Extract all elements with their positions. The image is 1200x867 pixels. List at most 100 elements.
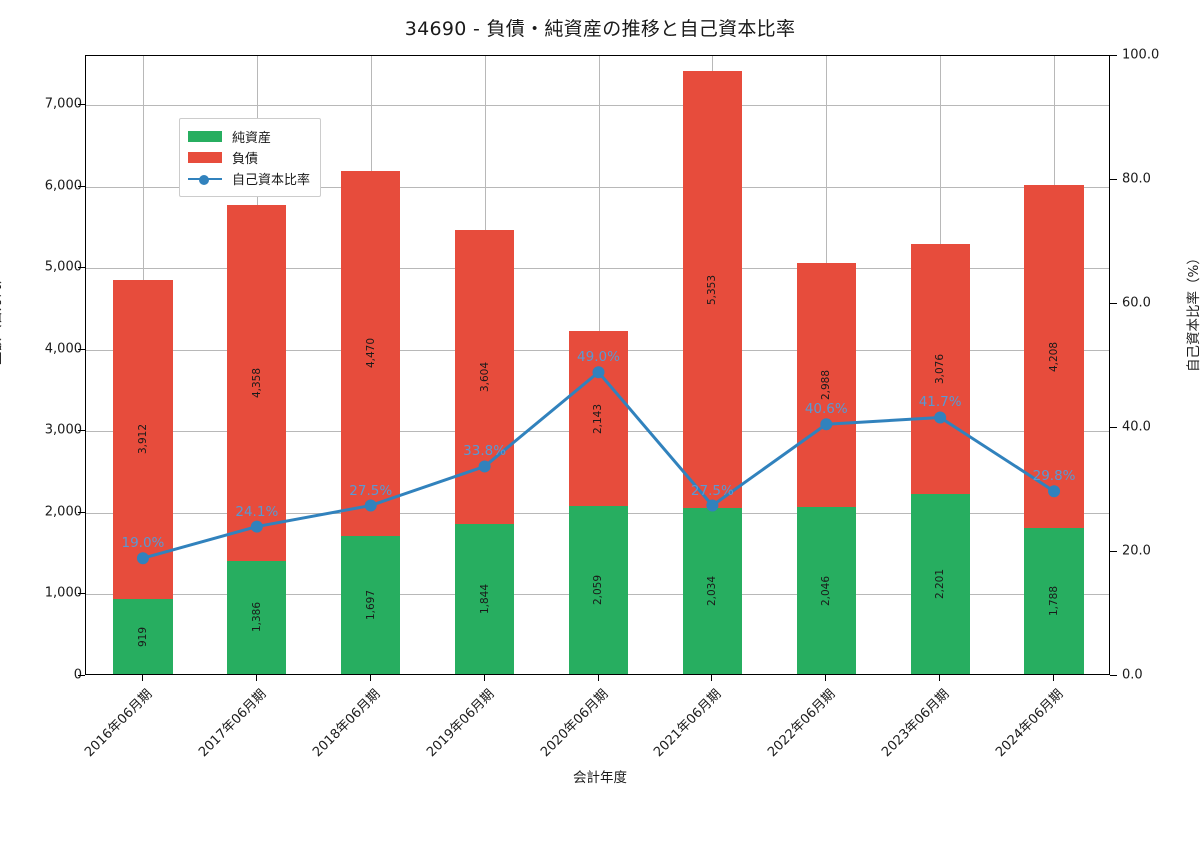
y-axis-label-left: 金額（百万円） <box>0 270 4 366</box>
bar-segment-liabilities[interactable]: 4,358 <box>227 205 287 561</box>
bar-segment-liabilities[interactable]: 2,988 <box>796 263 856 508</box>
equity-ratio-marker[interactable] <box>934 411 947 424</box>
bar-segment-equity[interactable]: 2,034 <box>682 508 742 674</box>
equity-ratio-value-label: 40.6% <box>804 401 848 418</box>
x-axis-tick-mark <box>141 675 143 681</box>
x-axis-tick-mark <box>597 675 599 681</box>
plot-area: 3,912 919 4,358 1,386 4,470 1,697 3,604 1,844 2,… <box>85 55 1110 675</box>
equity-ratio-marker[interactable] <box>706 499 719 512</box>
bar-stack[interactable]: 4,358 1,386 <box>227 205 287 674</box>
bar-segment-liabilities[interactable]: 2,143 <box>568 331 629 507</box>
bar-stack[interactable]: 4,208 1,788 <box>1024 184 1084 674</box>
equity-ratio-marker[interactable] <box>478 460 491 473</box>
y-axis-tick-mark-left <box>78 103 85 105</box>
y-axis-tick-mark-left <box>78 430 85 432</box>
bar-segment-equity[interactable]: 2,201 <box>910 494 970 674</box>
y-axis-tick-mark-right <box>1110 675 1117 676</box>
x-axis-label: 会計年度 <box>573 770 627 786</box>
bar-segment-liabilities[interactable]: 4,470 <box>341 170 401 536</box>
bar-stack[interactable]: 2,988 2,046 <box>796 263 856 674</box>
equity-ratio-marker[interactable] <box>820 418 833 431</box>
y-axis-tick-mark-right <box>1110 179 1117 180</box>
y-axis-tick-left: 4,000 <box>44 341 82 357</box>
y-axis-tick-mark-left <box>78 675 85 676</box>
legend-item-equity-ratio: 自己資本比率 <box>188 168 310 189</box>
bar-segment-liabilities[interactable]: 3,912 <box>113 279 173 600</box>
y-axis-tick-mark-left <box>78 593 85 595</box>
equity-ratio-marker[interactable] <box>1048 485 1061 498</box>
bar-stack[interactable]: 3,912 919 <box>113 279 173 674</box>
y-axis-label-right: 自己資本比率（%） <box>1186 251 1200 372</box>
y-axis-tick-right: 100.0 <box>1122 47 1160 63</box>
equity-ratio-value-label: 27.5% <box>349 482 393 499</box>
equity-ratio-marker[interactable] <box>592 366 605 379</box>
y-axis-tick-mark-right <box>1110 427 1117 428</box>
y-axis-tick-right: 60.0 <box>1122 295 1151 311</box>
legend-marker-equity-ratio <box>188 173 222 185</box>
equity-ratio-line <box>136 366 1061 565</box>
y-axis-tick-left: 2,000 <box>44 504 82 520</box>
y-axis-tick-mark-left <box>78 511 85 513</box>
y-axis-tick-left: 0 <box>73 667 82 683</box>
y-axis-tick-left: 7,000 <box>44 96 82 112</box>
y-axis-tick-mark-left <box>78 348 85 350</box>
bar-segment-liabilities[interactable]: 3,076 <box>910 243 970 495</box>
y-axis-tick-right: 0.0 <box>1122 667 1143 683</box>
legend-item-equity: 純資産 <box>188 126 310 147</box>
x-axis-tick-mark <box>711 675 713 681</box>
y-axis-tick-mark-right <box>1110 551 1117 552</box>
equity-ratio-marker[interactable] <box>136 552 149 565</box>
gridline-horizontal <box>86 186 1109 188</box>
equity-ratio-polyline <box>141 370 1056 560</box>
bar-stack[interactable]: 2,143 2,059 <box>568 331 629 674</box>
y-axis-tick-mark-right <box>1110 55 1117 56</box>
x-axis-tick-mark <box>255 675 257 681</box>
bar-stack[interactable]: 5,353 2,034 <box>682 71 742 674</box>
equity-ratio-value-label: 33.8% <box>463 443 507 460</box>
y-axis-tick-mark-right <box>1110 303 1117 304</box>
equity-ratio-value-label: 27.5% <box>690 482 734 499</box>
legend-swatch-equity <box>188 131 222 142</box>
legend-item-liabilities: 負債 <box>188 147 310 168</box>
equity-ratio-value-label: 24.1% <box>235 503 279 520</box>
bar-segment-equity[interactable]: 2,059 <box>568 506 629 674</box>
gridline-horizontal <box>86 268 1109 270</box>
y-axis-tick-mark-left <box>78 267 85 269</box>
legend-label-equity: 純資産 <box>232 131 272 146</box>
bar-stack[interactable]: 4,470 1,697 <box>341 170 401 674</box>
bar-segment-equity[interactable]: 1,386 <box>227 560 287 674</box>
bar-segment-equity[interactable]: 919 <box>113 599 173 674</box>
y-axis-tick-left: 3,000 <box>44 422 82 438</box>
y-axis-tick-right: 20.0 <box>1122 543 1151 559</box>
chart-figure: 34690 - 負債・純資産の推移と自己資本比率 3,912 919 4,358 1,… <box>0 18 1200 786</box>
legend-label-equity-ratio: 自己資本比率 <box>232 173 311 188</box>
chart-title: 34690 - 負債・純資産の推移と自己資本比率 <box>404 18 796 40</box>
y-axis-tick-left: 6,000 <box>44 178 82 194</box>
x-axis-tick-mark <box>483 675 485 681</box>
bar-segment-equity[interactable]: 1,697 <box>341 535 401 674</box>
equity-ratio-value-label: 49.0% <box>577 349 620 366</box>
bar-segment-equity[interactable]: 1,844 <box>455 523 515 674</box>
bar-segment-liabilities[interactable]: 4,208 <box>1024 184 1084 529</box>
y-axis-tick-right: 40.0 <box>1122 419 1151 435</box>
y-axis-tick-mark-left <box>78 185 85 187</box>
legend-swatch-liabilities <box>188 152 222 163</box>
x-axis-tick-mark <box>939 675 941 681</box>
y-axis-tick-left: 1,000 <box>44 585 82 601</box>
gridline-horizontal <box>86 104 1109 106</box>
bar-segment-equity[interactable]: 2,046 <box>796 507 856 674</box>
equity-ratio-marker[interactable] <box>250 520 263 533</box>
bar-segment-equity[interactable]: 1,788 <box>1024 528 1084 674</box>
bar-stack[interactable]: 3,076 2,201 <box>910 243 970 674</box>
equity-ratio-value-label: 19.0% <box>121 535 165 552</box>
y-axis-tick-left: 5,000 <box>44 259 82 275</box>
x-axis-tick-mark <box>1053 675 1055 681</box>
chart-legend: 純資産 負債 自己資本比率 <box>179 118 322 197</box>
equity-ratio-marker[interactable] <box>364 499 377 512</box>
equity-ratio-value-label: 41.7% <box>918 394 962 411</box>
y-axis-tick-right: 80.0 <box>1122 171 1151 187</box>
x-axis-tick-mark <box>369 675 371 681</box>
equity-ratio-value-label: 29.8% <box>1032 468 1076 485</box>
x-axis-tick-mark <box>825 675 827 681</box>
bar-segment-liabilities[interactable]: 5,353 <box>682 71 742 509</box>
